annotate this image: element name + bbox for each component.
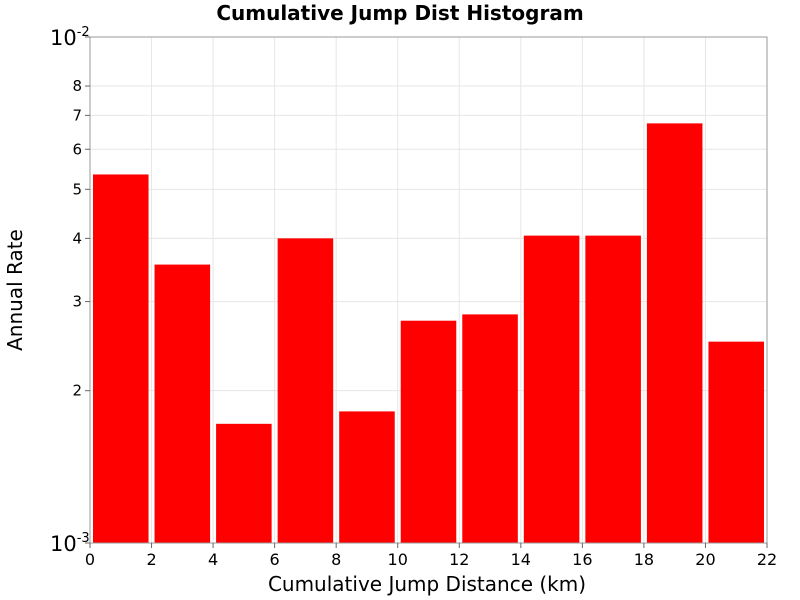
chart-title: Cumulative Jump Dist Histogram — [216, 1, 583, 25]
y-tick-label: 7 — [72, 106, 82, 124]
x-tick-label: 8 — [331, 550, 341, 569]
bar-10 — [646, 123, 703, 544]
bar-11 — [708, 341, 764, 543]
x-axis-label: Cumulative Jump Distance (km) — [268, 572, 586, 596]
bar-7 — [462, 314, 518, 543]
x-tick-label: 20 — [695, 550, 715, 569]
bar-6 — [400, 320, 457, 543]
y-tick-label: 4 — [72, 229, 82, 247]
bar-9 — [585, 235, 641, 544]
plot-frame — [89, 36, 768, 544]
x-tick-label: 10 — [388, 550, 408, 569]
x-tick-label: 12 — [449, 550, 469, 569]
y-tick-label: 6 — [72, 140, 82, 158]
x-tick-label: 6 — [270, 550, 280, 569]
x-tick-label: 18 — [634, 550, 654, 569]
x-tick-label: 2 — [146, 550, 156, 569]
y-tick-label: 2 — [72, 382, 82, 400]
y-axis-label: Annual Rate — [3, 229, 27, 351]
y-tick-label: 5 — [72, 180, 82, 198]
bar-2 — [154, 264, 211, 543]
y-decade-tick-label: 10-3 — [50, 531, 90, 556]
y-axis-ticks: 8 7 6 5 4 3 2 10-2 10-3 — [50, 25, 90, 556]
y-tick-label: 8 — [72, 77, 82, 95]
plot-border — [89, 36, 768, 544]
x-tick-label: 22 — [757, 550, 777, 569]
y-decade-tick-label: 10-2 — [50, 25, 90, 50]
bar-5 — [339, 411, 395, 543]
bars-group — [93, 123, 764, 544]
x-tick-label: 16 — [572, 550, 592, 569]
x-tick-label: 0 — [85, 550, 95, 569]
bar-4 — [277, 238, 334, 543]
bar-1 — [93, 174, 149, 543]
y-tick-label: 3 — [72, 293, 82, 311]
x-axis-ticks: 0 2 4 6 8 10 12 14 16 18 20 22 — [85, 543, 777, 569]
x-tick-label: 14 — [511, 550, 531, 569]
bar-8 — [523, 235, 580, 544]
bar-3 — [216, 423, 272, 543]
x-tick-label: 4 — [208, 550, 218, 569]
